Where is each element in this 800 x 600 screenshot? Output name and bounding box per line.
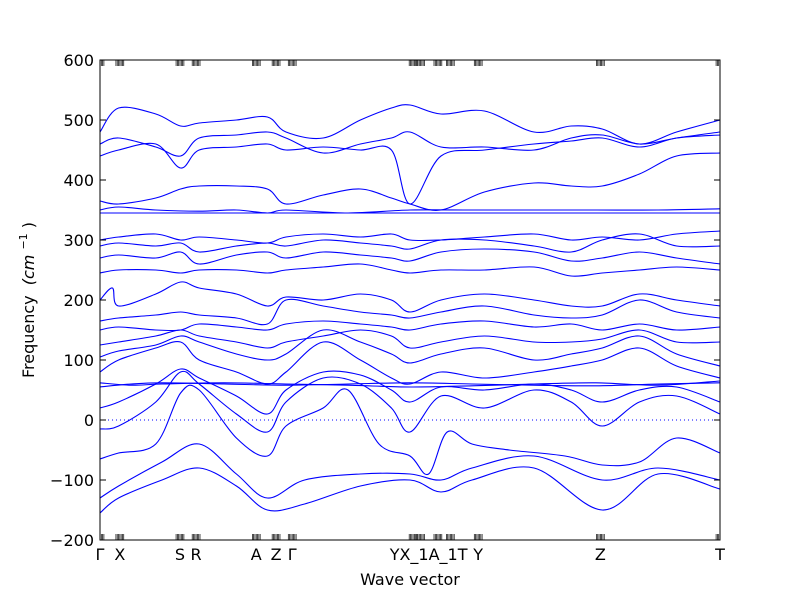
x-tick-label: Y [472, 545, 483, 564]
dispersion-branch-5 [99, 368, 721, 415]
y-axis-title-unit-close: ) [19, 222, 38, 228]
plot-frame [99, 59, 721, 541]
x-tick-label: Γ [96, 545, 105, 564]
dispersion-branch-23 [99, 104, 721, 145]
dispersion-branch-19 [99, 206, 721, 214]
y-tick-label: 300 [63, 231, 94, 250]
dispersion-branch-12 [99, 298, 721, 326]
y-tick-label: 500 [63, 111, 94, 130]
dispersion-branch-13 [99, 281, 721, 313]
y-axis-title-unit-exponent: −1 [17, 233, 30, 249]
y-axis-title-text: Frequency [19, 295, 38, 378]
plot-background [100, 60, 720, 540]
dispersion-branch-21 [99, 134, 721, 205]
y-tick-label: −100 [50, 471, 94, 490]
dispersion-branch-8 [99, 341, 721, 385]
y-tick-label: 0 [84, 411, 94, 430]
x-axis-title: Wave vector [360, 570, 460, 589]
x-tick-label: Γ [288, 545, 297, 564]
axis-ticks [99, 59, 721, 541]
y-tick-label: 600 [63, 51, 94, 70]
dispersion-branch-2 [99, 443, 721, 499]
x-tick-label: R [191, 545, 202, 564]
dispersion-branch-15 [99, 248, 721, 265]
x-tick-label: Z [595, 545, 606, 564]
dispersion-branch-16 [99, 233, 721, 253]
y-tick-label: 100 [63, 351, 94, 370]
dispersion-lines [99, 104, 721, 514]
x-tick-label: YX_1A_1T [389, 545, 468, 565]
x-tick-labels: Γ X S R A Z Γ YX_1A_1T Y Z T [96, 545, 726, 565]
dispersion-branch-6 [99, 382, 721, 388]
y-tick-labels: −200 −100 0 100 200 300 400 500 600 [50, 51, 94, 550]
dispersion-branch-17 [99, 230, 721, 244]
dispersion-branch-22 [99, 131, 721, 157]
y-tick-label: 200 [63, 291, 94, 310]
y-tick-label: 400 [63, 171, 94, 190]
y-axis-title-unit: (cm [19, 255, 38, 286]
x-tick-label: T [714, 545, 725, 564]
dispersion-branch-3 [99, 384, 721, 476]
dispersion-branch-11 [99, 320, 721, 332]
x-tick-label: S [175, 545, 185, 564]
x-tick-label: Z [271, 545, 282, 564]
dispersion-branch-4 [99, 370, 721, 433]
dispersion-branch-9 [99, 329, 721, 367]
dispersion-branch-7 [99, 380, 721, 388]
dispersion-branch-1 [99, 466, 721, 514]
x-tick-label: X [114, 545, 125, 564]
y-tick-label: −200 [50, 531, 94, 550]
dispersion-branch-14 [99, 263, 721, 277]
y-axis-title: Frequency (cm −1 ) [12, 222, 38, 378]
dispersion-branch-20 [99, 152, 721, 211]
x-tick-label: A [251, 545, 262, 564]
